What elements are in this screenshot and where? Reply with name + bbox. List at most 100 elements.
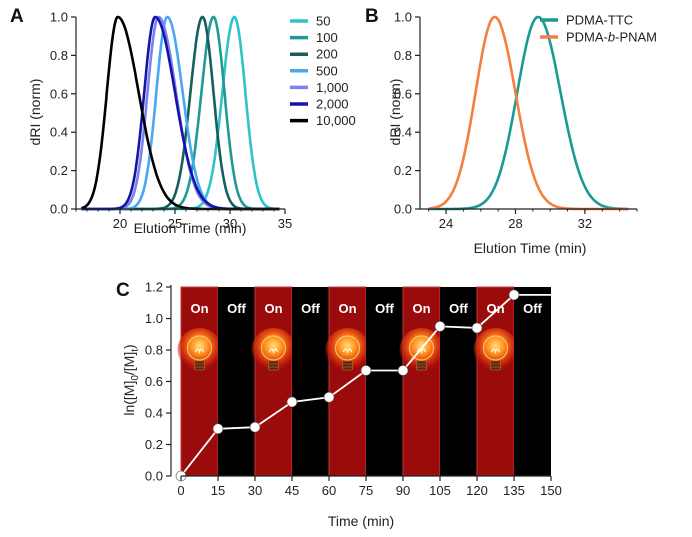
y-tick-label: 0.4 xyxy=(394,125,412,140)
legend-entry: PDMA-TTC xyxy=(566,13,633,28)
light-period-label: Off xyxy=(375,301,394,316)
panel-a-axes: 20 25 30 35 0.0 0.2 0.4 0.6 0.8 1.0 xyxy=(50,10,292,232)
light-period-label: On xyxy=(264,301,282,316)
y-tick-label: 1.0 xyxy=(50,10,68,25)
x-tick-label: 25 xyxy=(168,216,182,231)
y-tick-label: 0.6 xyxy=(394,86,412,101)
y-tick-label: 0.6 xyxy=(50,86,68,101)
x-tick-label: 30 xyxy=(248,483,262,498)
y-tick-label: 0.0 xyxy=(145,469,163,484)
panel-b-x-axis-label: Elution Time (min) xyxy=(474,240,587,256)
data-point xyxy=(508,289,520,301)
legend-entry: 500 xyxy=(316,63,338,78)
data-point xyxy=(212,423,224,435)
light-bulb-icon xyxy=(473,328,518,372)
x-tick-label: 24 xyxy=(439,216,453,231)
y-tick-label: 0.4 xyxy=(145,406,163,421)
x-tick-label: 105 xyxy=(429,483,451,498)
data-point xyxy=(360,365,372,376)
light-bulb-icon xyxy=(177,328,222,372)
y-tick-label: 1.2 xyxy=(145,280,163,295)
legend-entry: 2,000 xyxy=(316,97,349,112)
y-tick-label: 0.4 xyxy=(50,125,68,140)
panel-c-light-bands: On Off On Off On Off On Off On Off xyxy=(177,286,551,477)
light-bulb-icon xyxy=(399,328,444,372)
legend-entry: 10,000 xyxy=(316,113,356,128)
data-point xyxy=(286,396,298,408)
panel-c: C On Off On Off On Off On Off On Off 0 15 30 45 60 75 9… xyxy=(116,280,562,530)
panel-b-label: B xyxy=(365,6,379,27)
x-tick-label: 0 xyxy=(177,483,184,498)
x-tick-label: 45 xyxy=(285,483,299,498)
panel-c-axes: 0 15 30 45 60 75 90 105 120 135 150 0.0 0.2 0.4 0.6 0.8… xyxy=(145,280,562,499)
light-bulb-icon xyxy=(325,328,370,372)
panel-a-label: A xyxy=(10,6,24,27)
x-tick-label: 20 xyxy=(113,216,127,231)
panel-b-y-axis-label: dRI (norm) xyxy=(387,79,403,146)
light-period-label: On xyxy=(338,301,356,316)
x-tick-label: 15 xyxy=(211,483,225,498)
x-tick-label: 35 xyxy=(278,216,292,231)
x-tick-label: 30 xyxy=(223,216,237,231)
data-point xyxy=(471,322,483,334)
light-period-label: On xyxy=(486,301,504,316)
panel-a-y-axis-label: dRI (norm) xyxy=(27,79,43,146)
data-point xyxy=(397,365,409,376)
light-off-band xyxy=(292,287,329,476)
light-period-label: Off xyxy=(227,301,246,316)
panel-c-x-axis-label: Time (min) xyxy=(328,513,394,529)
panel-a-plot xyxy=(81,15,280,211)
x-tick-label: 32 xyxy=(578,216,592,231)
legend-entry: PDMA-b-PNAM xyxy=(566,30,657,45)
light-period-label: On xyxy=(412,301,430,316)
y-tick-label: 1.0 xyxy=(145,311,163,326)
data-point xyxy=(434,321,446,332)
panel-b-legend: PDMA-TTC PDMA-b-PNAM xyxy=(540,13,657,45)
x-tick-label: 90 xyxy=(396,483,410,498)
y-tick-label: 0.8 xyxy=(145,343,163,358)
y-tick-label: 0.2 xyxy=(145,437,163,452)
light-off-band xyxy=(440,287,477,476)
light-period-label: On xyxy=(190,301,208,316)
data-point xyxy=(249,421,261,433)
y-tick-label: 0.0 xyxy=(50,202,68,217)
data-point xyxy=(323,391,335,403)
light-on-band xyxy=(476,286,515,477)
y-tick-label: 0.0 xyxy=(394,202,412,217)
x-tick-label: 120 xyxy=(466,483,488,498)
light-period-label: Off xyxy=(301,301,320,316)
x-tick-label: 60 xyxy=(322,483,336,498)
light-period-label: Off xyxy=(523,301,542,316)
x-tick-label: 150 xyxy=(540,483,562,498)
light-off-band xyxy=(514,287,551,476)
legend-entry: 100 xyxy=(316,30,338,45)
panel-c-label: C xyxy=(116,280,130,301)
panel-b: B 24 28 320.00.20.40.60.81.0 PDMA-TTCPDMA-… xyxy=(365,6,657,256)
x-tick-label: 28 xyxy=(508,216,522,231)
trace-1 xyxy=(428,15,629,211)
light-off-band xyxy=(218,287,255,476)
legend-entry: 1,000 xyxy=(316,80,349,95)
y-tick-label: 1.0 xyxy=(394,10,412,25)
y-tick-label: 0.2 xyxy=(394,163,412,178)
y-tick-label: 0.2 xyxy=(50,163,68,178)
y-tick-label: 0.8 xyxy=(394,48,412,63)
x-tick-label: 135 xyxy=(503,483,525,498)
x-tick-label: 75 xyxy=(359,483,373,498)
light-off-band xyxy=(366,287,403,476)
light-bulb-icon xyxy=(251,328,296,372)
y-tick-label: 0.8 xyxy=(50,48,68,63)
legend-entry: 200 xyxy=(316,47,338,62)
panel-b-plot xyxy=(428,15,629,211)
light-period-label: Off xyxy=(449,301,468,316)
light-on-band xyxy=(254,286,293,477)
panel-c-y-axis-label: ln([M]0/[M]t) xyxy=(121,344,141,415)
panel-c-plot xyxy=(175,289,551,482)
y-tick-label: 0.6 xyxy=(145,374,163,389)
legend-entry: 50 xyxy=(316,14,330,29)
panel-a-x-axis-label: Elution Time (min) xyxy=(134,220,247,236)
panel-b-axes: 24 28 32 0.0 0.2 0.4 0.6 0.8 1.0 xyxy=(394,10,638,231)
